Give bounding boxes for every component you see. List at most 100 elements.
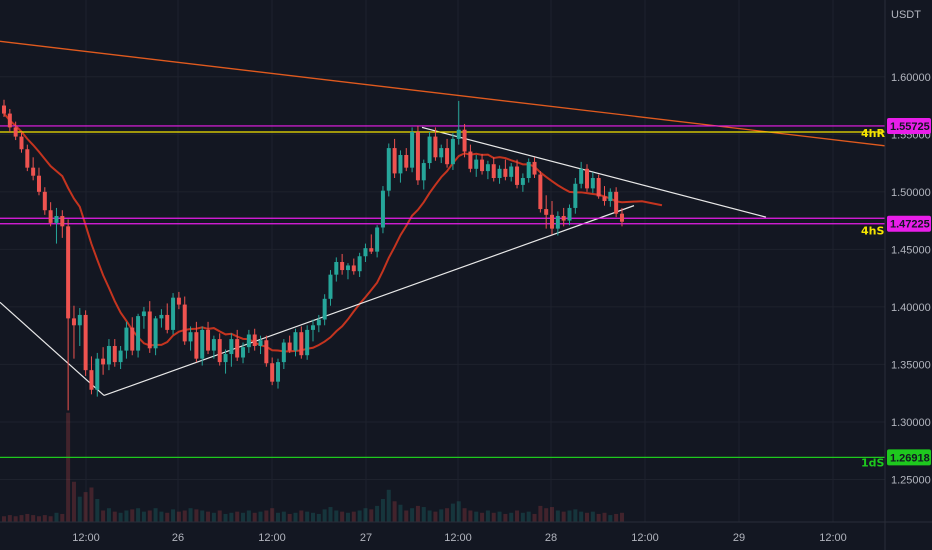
candle-body <box>136 316 141 351</box>
candle-body <box>415 131 420 181</box>
volume-bar <box>310 512 315 522</box>
volume-bar <box>363 508 368 522</box>
candle-body <box>13 127 18 137</box>
currency-label[interactable]: USDT <box>891 9 921 21</box>
candle-body <box>124 327 129 351</box>
candle-body <box>550 214 555 229</box>
volume-bar <box>421 507 426 522</box>
candle-body <box>573 183 578 208</box>
volume-bar <box>188 508 193 522</box>
volume-bar <box>445 508 450 522</box>
candle-body <box>89 370 94 390</box>
volume-bar <box>386 489 391 522</box>
volume-bar <box>159 511 164 522</box>
volume-bar <box>526 511 531 522</box>
volume-bar <box>95 499 100 522</box>
pattern-lines[interactable] <box>0 126 767 397</box>
candle-body <box>66 226 71 319</box>
volume-bar <box>165 512 170 522</box>
candle-body <box>217 339 222 363</box>
price-tag-label: 1.26918 <box>890 452 930 464</box>
candle-body <box>538 174 543 210</box>
volume-bar <box>112 511 117 522</box>
volume-bar <box>345 512 350 522</box>
price-tag-label: 1.47225 <box>890 219 930 231</box>
volume-bar <box>439 509 444 522</box>
y-tick-label: 1.60000 <box>891 72 931 84</box>
x-tick-label: 28 <box>545 532 557 544</box>
volume-bar <box>590 511 595 522</box>
candle-body <box>345 265 350 271</box>
volume-bar <box>520 512 525 522</box>
volume-bar <box>2 516 6 522</box>
candle-body <box>585 168 589 189</box>
volume-bar <box>602 512 607 522</box>
candle-body <box>427 136 432 164</box>
volume-bar <box>316 513 321 522</box>
candle-body <box>316 319 321 326</box>
candle-body <box>602 196 607 202</box>
volume-bar <box>217 510 222 522</box>
volume-bar <box>497 511 502 522</box>
volume-bar <box>567 510 572 522</box>
volume-bar <box>480 512 485 522</box>
volume-bar <box>369 509 374 522</box>
volume-bar <box>468 510 473 522</box>
volume-bar <box>124 510 129 522</box>
candle-body <box>281 342 286 363</box>
volume-bar <box>561 511 566 522</box>
ascending-support-line <box>103 205 635 397</box>
volume-bar <box>305 511 310 522</box>
volume-bar <box>206 511 211 522</box>
price-levels[interactable] <box>0 125 885 459</box>
volume-bar <box>71 481 76 522</box>
volume-bar <box>223 513 228 522</box>
candle-body <box>223 354 228 363</box>
descending-trendline[interactable] <box>0 40 886 147</box>
candle-body <box>211 339 216 351</box>
candle-body <box>206 329 211 351</box>
pattern-line <box>0 301 105 396</box>
candle-body <box>36 175 41 192</box>
candle-body <box>392 148 397 174</box>
candle-body <box>608 191 613 202</box>
volume-bar <box>246 510 251 522</box>
candle-body <box>380 190 385 228</box>
volume-bar <box>176 511 181 522</box>
candle-body <box>270 363 275 382</box>
candle-body <box>485 164 490 172</box>
candle-body <box>83 314 88 371</box>
volume-bar <box>48 516 53 522</box>
candle-body <box>596 178 601 197</box>
candle-body <box>25 149 30 168</box>
candle-body <box>112 346 117 363</box>
volume-bar <box>456 501 461 522</box>
candle-body <box>200 329 205 359</box>
volume-bar <box>182 510 187 522</box>
grid <box>0 0 885 522</box>
candle-body <box>544 209 549 215</box>
volume-bar <box>276 512 281 522</box>
candle-body <box>71 318 76 326</box>
volume-bar <box>136 508 141 522</box>
volume-bar <box>171 509 176 522</box>
candle-body <box>340 262 345 271</box>
candle-body <box>130 327 135 351</box>
candle-body <box>182 304 187 342</box>
volume-bar <box>7 515 12 522</box>
candle-body <box>287 342 292 351</box>
candle-body <box>363 248 368 257</box>
volume-bar <box>544 508 549 522</box>
x-tick-label: 27 <box>360 532 372 544</box>
candle-body <box>439 148 444 158</box>
volume-bar <box>42 515 47 522</box>
volume-bar <box>515 510 520 522</box>
candle-body <box>567 207 572 221</box>
descending-resistance-line <box>421 126 767 218</box>
candle-body <box>106 346 111 365</box>
candle-body <box>579 168 584 184</box>
price-tag <box>887 449 931 466</box>
candle-body <box>95 358 100 390</box>
candle-body <box>410 131 415 168</box>
